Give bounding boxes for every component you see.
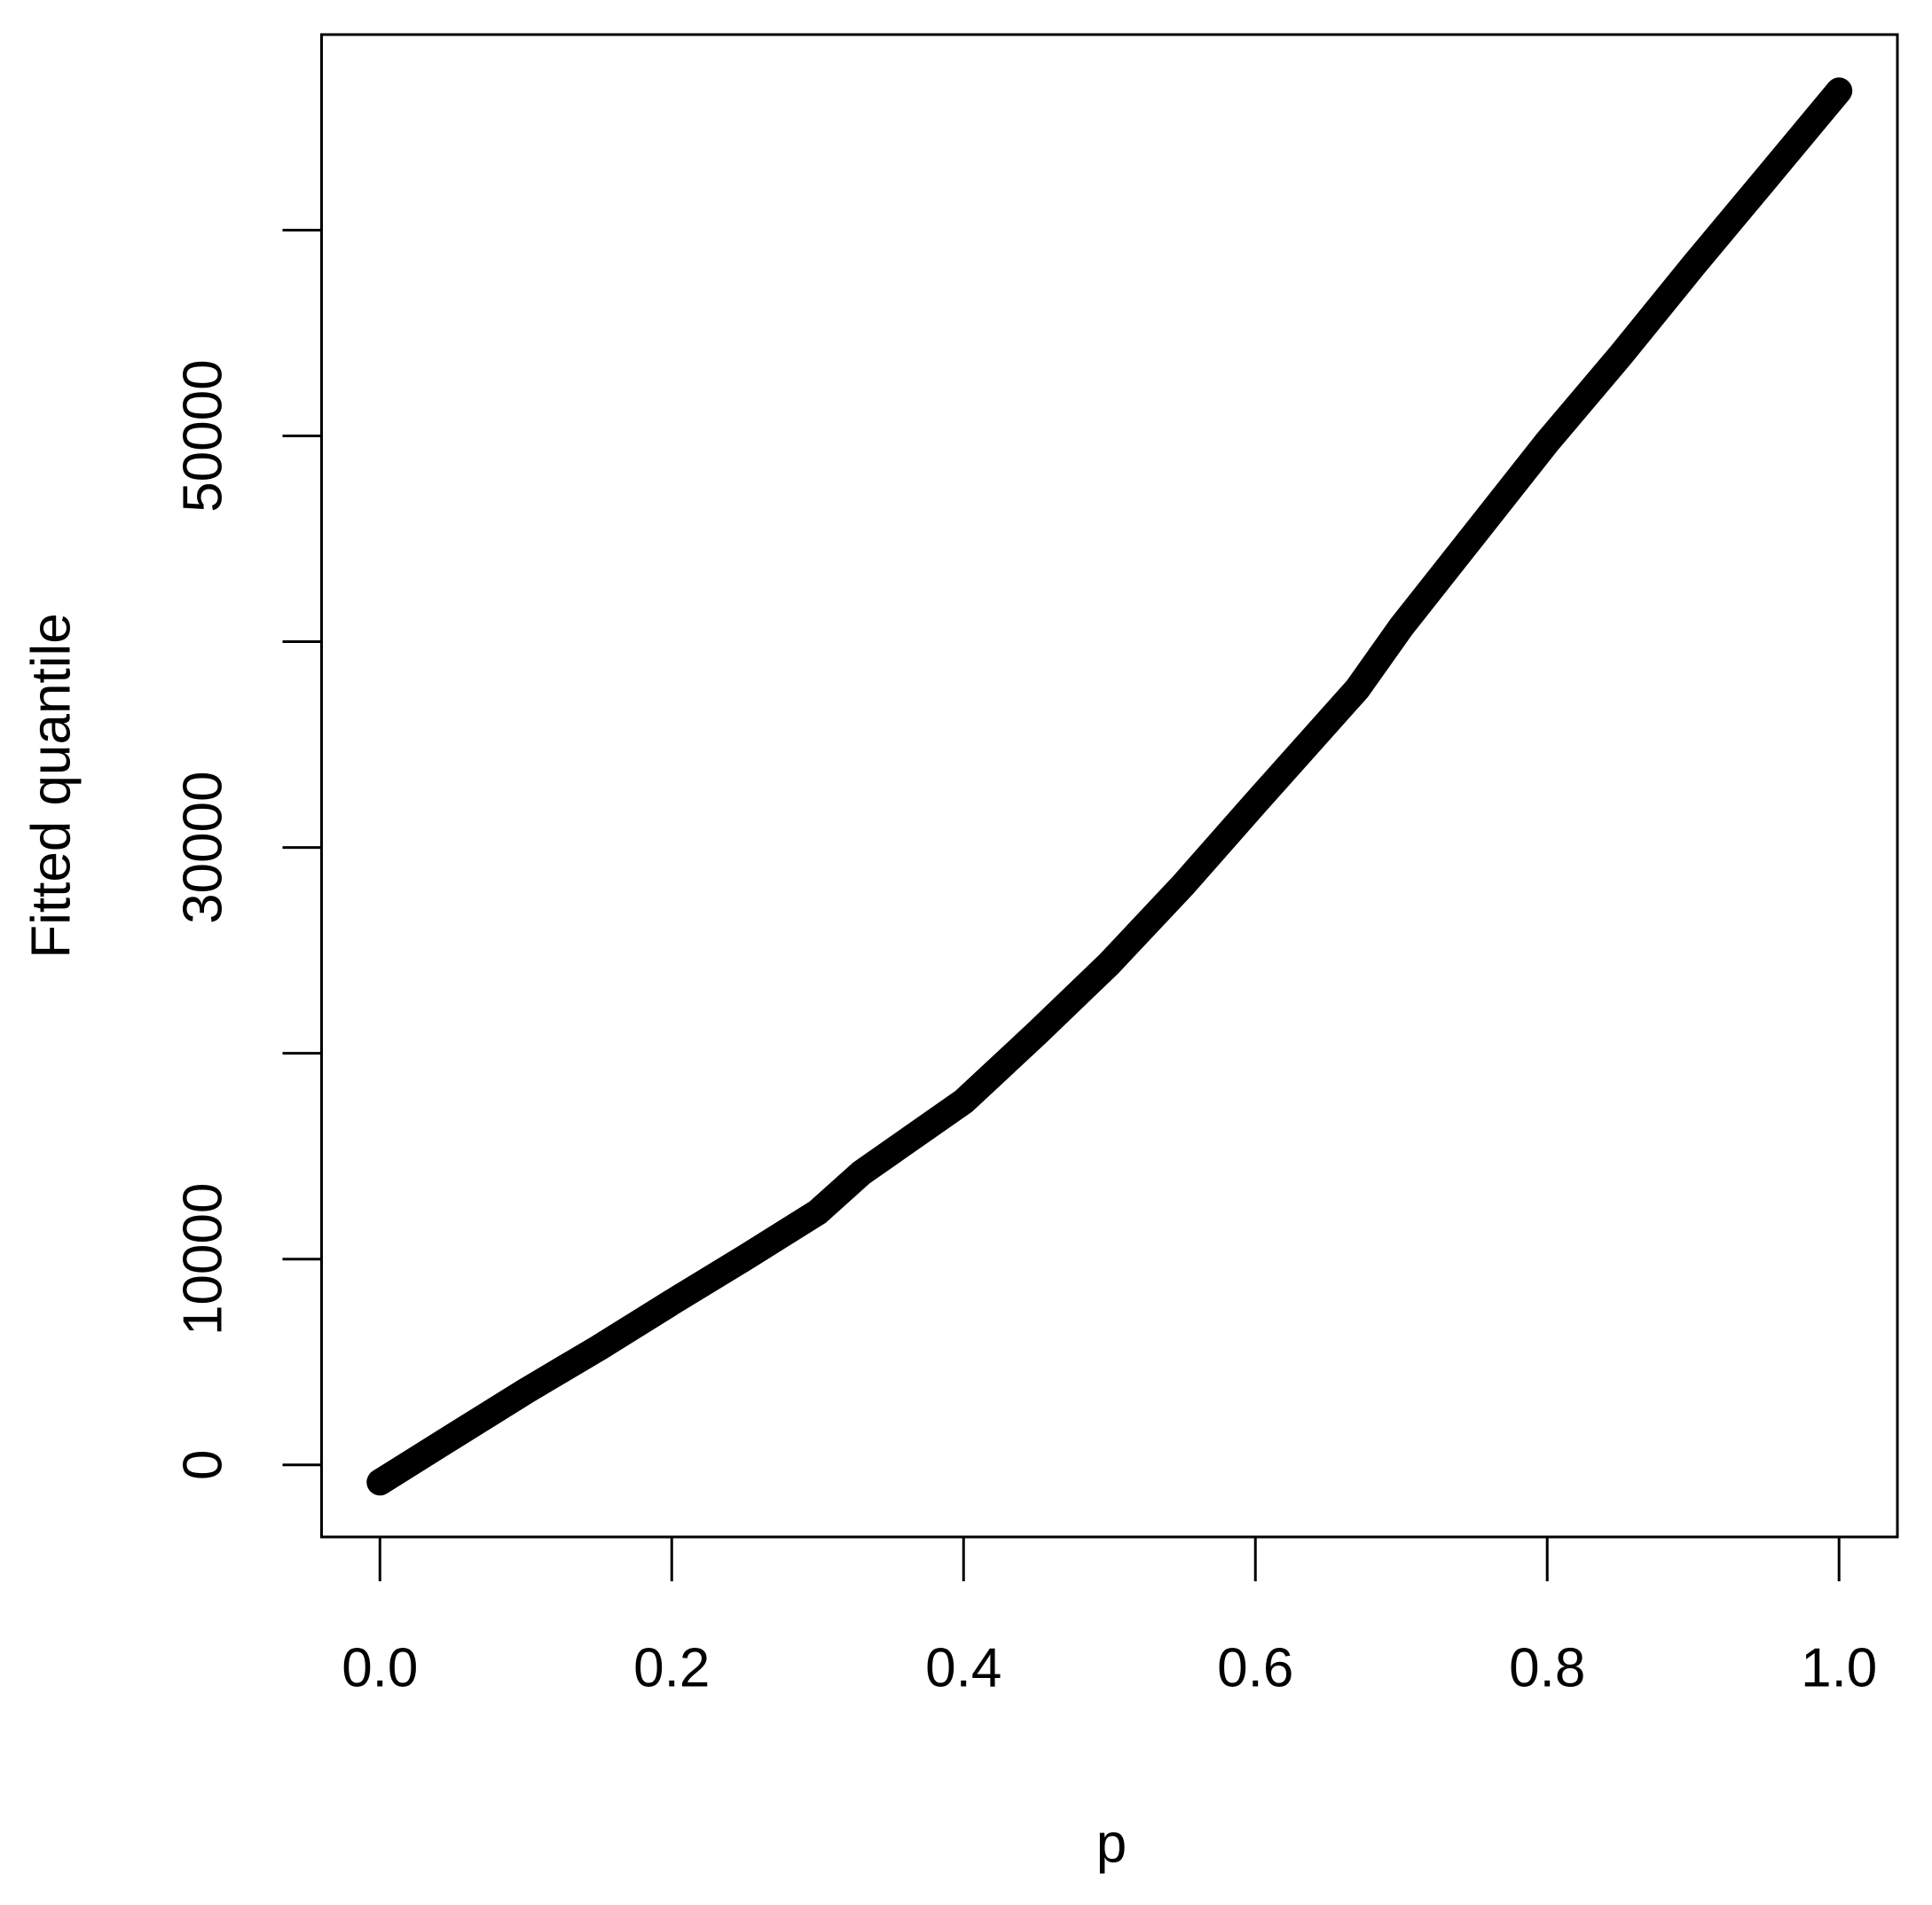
y-tick-label: 0 [172,1450,233,1480]
x-tick-label: 0.4 [925,1637,1001,1698]
y-tick-label: 10000 [172,1183,233,1336]
y-tick-label: 50000 [172,359,233,512]
x-tick-label: 1.0 [1801,1637,1877,1698]
y-tick-label: 30000 [172,771,233,923]
plot-frame [320,33,1899,1539]
x-tick-label: 0.6 [1217,1637,1293,1698]
data-line [366,77,1853,1496]
y-axis-title: Fitted quantile [20,613,82,958]
x-tick-label: 0.2 [633,1637,710,1698]
x-tick-label: 0.0 [342,1637,418,1698]
x-axis-title: p [1096,1813,1127,1874]
x-tick-label: 0.8 [1509,1637,1585,1698]
